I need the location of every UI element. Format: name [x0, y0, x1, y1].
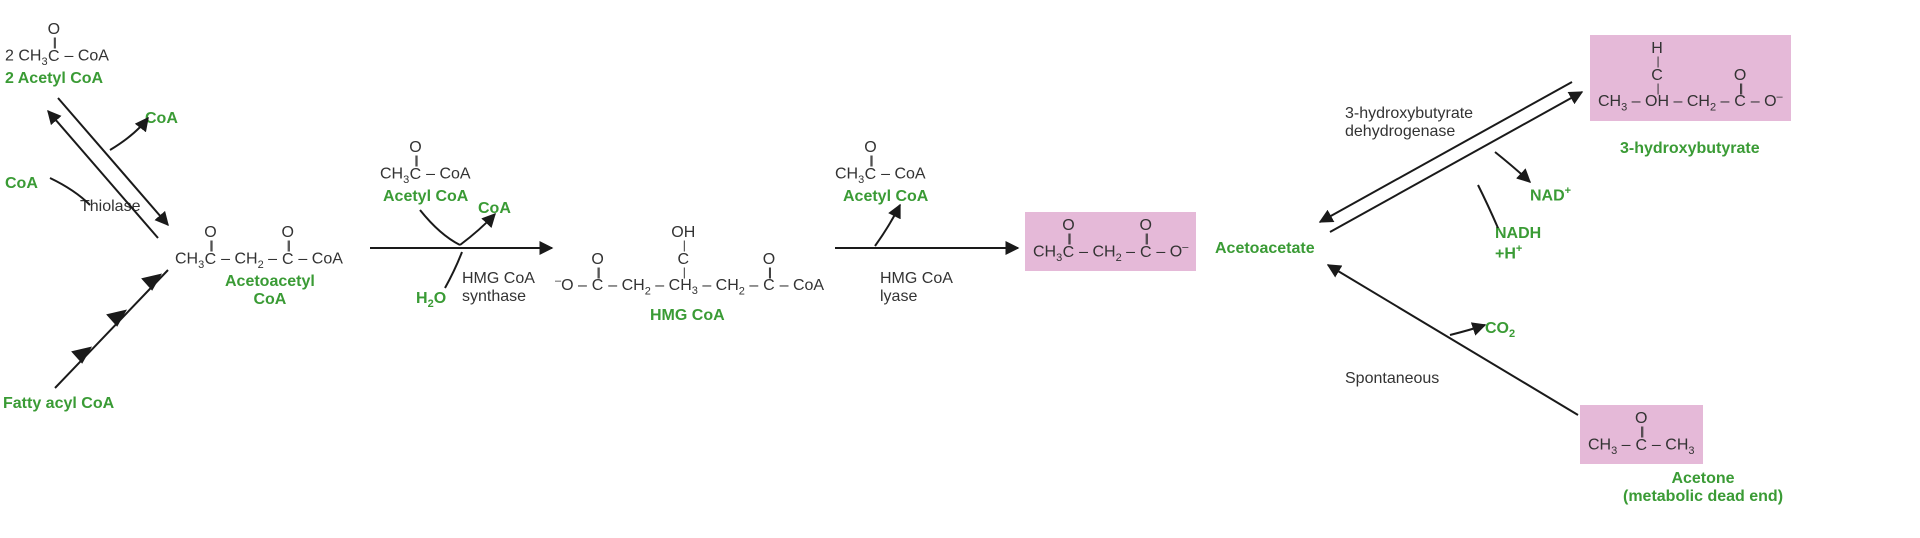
mol-acetone-box: CH3 – O||C – CH3	[1580, 405, 1703, 464]
mol-2acetyl-coa-formula: 2 CH3O||C – CoA	[5, 22, 109, 69]
mol-acetyl-out-formula: CH3O||C – CoA	[835, 140, 926, 187]
enzyme-spontaneous: Spontaneous	[1345, 370, 1439, 388]
mol-acetyl-in-formula: CH3O||C – CoA	[380, 140, 471, 187]
mol-acetyl-in-label: Acetyl CoA	[383, 188, 468, 206]
mol-3hb-label: 3-hydroxybutyrate	[1620, 140, 1760, 158]
cofactor-coa-out2: CoA	[478, 200, 511, 218]
mol-acetyl-out-label: Acetyl CoA	[843, 188, 928, 206]
cofactor-co2: CO2	[1485, 320, 1515, 340]
mol-acetoacetate-label: Acetoacetate	[1215, 240, 1315, 258]
cofactor-nadh: NADH+H+	[1495, 225, 1541, 263]
mol-3hb-box: CH3 – H|C|OH – CH2 – O||C – O–	[1590, 35, 1791, 121]
enzyme-hmg-synthase: HMG CoAsynthase	[462, 270, 535, 306]
enzyme-hmg-lyase: HMG CoAlyase	[880, 270, 953, 306]
mol-acetoacetyl-formula: CH3O||C – CH2 – O||C – CoA	[175, 225, 343, 272]
mol-acetoacetate-box: CH3O||C – CH2 – O||C – O–	[1025, 212, 1196, 271]
mol-acetoacetyl-label: AcetoacetylCoA	[225, 273, 315, 309]
cofactor-coa-in: CoA	[5, 175, 38, 193]
enzyme-thiolase: Thiolase	[80, 198, 140, 216]
mol-hmg-formula: –O – O||C – CH2 – OH|C|CH3 – CH2 – O||C …	[555, 225, 824, 299]
enzyme-dehydrogenase: 3-hydroxybutyratedehydrogenase	[1345, 105, 1473, 141]
cofactor-coa-out: CoA	[145, 110, 178, 128]
cofactor-fatty-acyl: Fatty acyl CoA	[3, 395, 114, 413]
cofactor-h2o: H2O	[416, 290, 446, 310]
mol-acetone-label: Acetone(metabolic dead end)	[1623, 470, 1783, 506]
cofactor-nad: NAD+	[1530, 185, 1571, 205]
mol-hmg-label: HMG CoA	[650, 307, 725, 325]
mol-2acetyl-coa-label: 2 Acetyl CoA	[5, 70, 103, 88]
